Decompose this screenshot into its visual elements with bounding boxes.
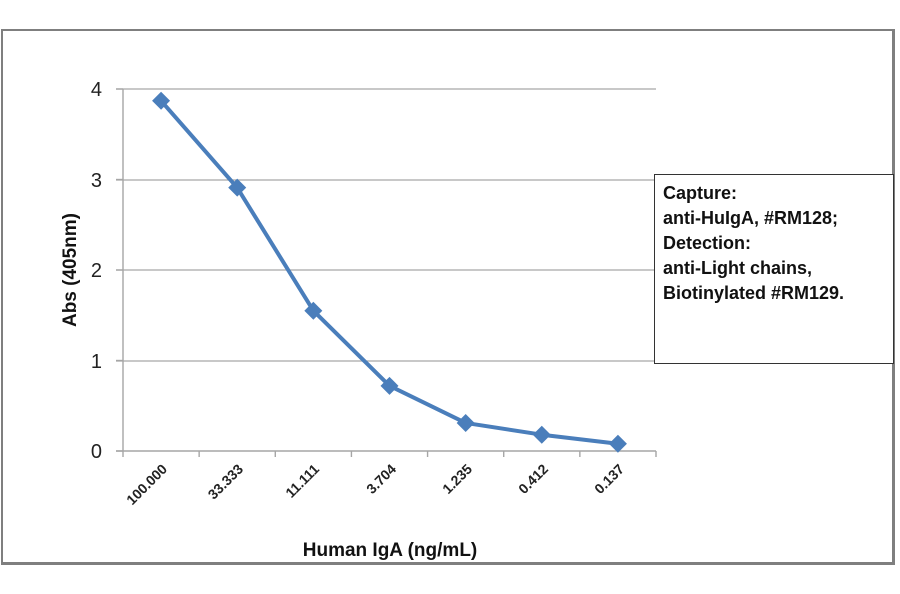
diamond-marker [304, 301, 323, 320]
x-axis-title: Human IgA (ng/mL) [303, 540, 478, 561]
annotation-line: Capture: [663, 183, 738, 203]
x-tick-label: 3.704 [363, 461, 399, 497]
diamond-marker [608, 434, 627, 453]
y-tick-labels: 4 3 2 1 0 [91, 79, 102, 463]
x-tick-label: 33.333 [205, 461, 247, 503]
y-tick-label: 1 [91, 351, 102, 373]
annotation-box: Capture: anti-HuIgA, #RM128; Detection: … [654, 174, 894, 364]
x-tick-label: 0.137 [591, 461, 627, 497]
diamond-marker [380, 376, 399, 395]
x-tick-label: 0.412 [515, 461, 551, 497]
x-tick-labels: 100.000 33.333 11.111 3.704 1.235 0.412 … [123, 461, 627, 508]
y-tick-label: 4 [91, 79, 102, 101]
data-series [152, 91, 627, 453]
diamond-marker [152, 91, 171, 110]
x-tick-label: 100.000 [123, 461, 170, 508]
x-axis-ticks [116, 88, 657, 457]
y-axis-title: Abs (405nm) [60, 213, 81, 327]
y-tick-label: 3 [91, 170, 102, 192]
annotation-line: Detection: [663, 233, 752, 253]
annotation-line: Biotinylated #RM129. [663, 283, 845, 303]
y-tick-label: 2 [91, 260, 102, 282]
annotation-line: anti-HuIgA, #RM128; [663, 208, 839, 228]
diamond-marker [532, 425, 551, 444]
gridlines [116, 88, 656, 362]
y-tick-label: 0 [91, 441, 102, 463]
x-tick-label: 1.235 [439, 461, 475, 497]
diamond-marker [456, 413, 475, 432]
diamond-marker [228, 178, 247, 197]
x-tick-label: 11.111 [282, 461, 322, 501]
annotation-line: anti-Light chains, [663, 258, 813, 278]
